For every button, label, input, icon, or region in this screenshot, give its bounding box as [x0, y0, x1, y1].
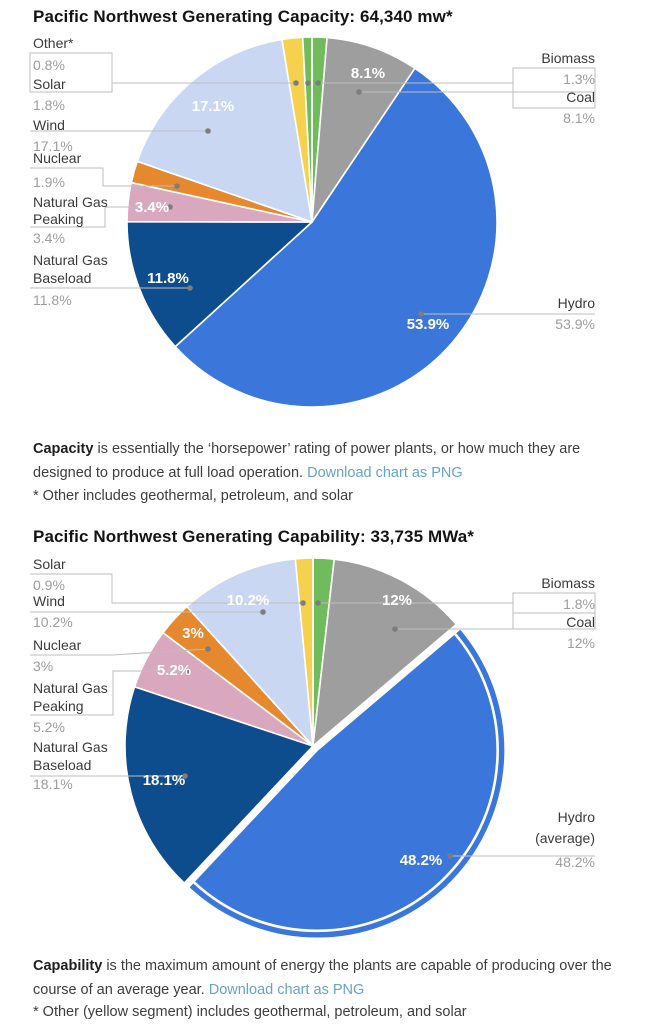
leader-dot — [185, 668, 191, 674]
slice-name-label-natural-gas-baseload: Baseload — [33, 757, 91, 773]
chart-title-capacity: Pacific Northwest Generating Capacity: 6… — [33, 7, 453, 26]
caption-capacity-text: is essentially the ‘horsepower’ rating o… — [33, 441, 581, 481]
leader-box — [512, 67, 596, 109]
slice-name-label-coal: Coal — [566, 614, 595, 630]
leader-dot — [418, 311, 424, 317]
slice-value-label-natural-gas-baseload: 11.8% — [147, 270, 189, 287]
caption-capacity: Capacity is essentially the ‘horsepower’… — [33, 438, 625, 485]
pie-slice-coal[interactable] — [311, 36, 416, 223]
slice-name-label-wind: Wind — [33, 117, 65, 133]
slice-name-label-biomass: Biomass — [541, 575, 595, 591]
leader-dot — [315, 600, 321, 606]
leader-dot — [205, 128, 211, 134]
slice-name-label-natural-gas-peaking: Natural Gas — [33, 680, 108, 696]
pie-slice-natural-gas-baseload[interactable] — [124, 685, 314, 884]
leader-box — [29, 52, 113, 93]
slice-pct-label-natural-gas-baseload: 11.8% — [33, 292, 72, 308]
slice-value-label-hydro: 53.9% — [407, 316, 450, 333]
leader-dot — [205, 646, 211, 652]
pie-slice-wind[interactable] — [136, 38, 313, 223]
slice-pct-label-solar: 1.8% — [33, 97, 65, 113]
leader-dot — [447, 853, 453, 859]
slice-name-label-nuclear: Nuclear — [33, 150, 82, 166]
slice-pct-label-coal: 12% — [567, 635, 595, 651]
slice-pct-label-biomass: 1.3% — [563, 71, 595, 87]
caption-capability-text: is the maximum amount of energy the plan… — [33, 958, 612, 998]
caption-capability: Capability is the maximum amount of ener… — [33, 955, 625, 1002]
slice-value-label-natural-gas-peaking: 3.4% — [135, 199, 169, 216]
footnote-capacity: * Other includes geothermal, petroleum, … — [33, 488, 353, 504]
slice-pct-label-hydro: 53.9% — [555, 316, 595, 332]
download-png-link-capacity[interactable]: Download chart as PNG — [307, 464, 463, 481]
slice-pct-label-coal: 8.1% — [563, 110, 595, 126]
slice-name-label-natural-gas-peaking: Natural Gas — [33, 194, 108, 210]
slice-pct-label-solar: 0.9% — [33, 577, 65, 593]
leader-dot — [167, 204, 173, 210]
slice-value-label-wind: 17.1% — [192, 98, 235, 115]
slice-value-label-wind: 10.2% — [227, 592, 270, 609]
download-png-link-capability[interactable]: Download chart as PNG — [208, 981, 365, 998]
pie-slice-coal[interactable] — [312, 558, 458, 747]
leader-dot — [187, 285, 193, 291]
pie-slice-hydro-average[interactable] — [187, 627, 506, 940]
slice-pct-label-natural-gas-peaking: 5.2% — [33, 719, 65, 735]
slice-name-label-coal: Coal — [566, 89, 595, 105]
slice-name-label-natural-gas-peaking: Peaking — [33, 698, 84, 714]
pulled-slice-inner-ring — [192, 632, 499, 933]
slice-pct-label-natural-gas-peaking: 3.4% — [33, 230, 65, 246]
slice-name-label-solar: Solar — [33, 76, 66, 92]
slice-name-label-natural-gas-baseload: Natural Gas — [33, 739, 108, 755]
slice-name-label-biomass: Biomass — [541, 50, 595, 66]
slice-name-label-solar: Solar — [33, 556, 66, 572]
leader-dot — [174, 183, 180, 189]
slice-value-label-hydro-average: 48.2% — [400, 852, 443, 869]
leader-dot — [260, 609, 266, 615]
slice-name-label-hydro: Hydro — [558, 295, 596, 311]
slice-name-label-natural-gas-peaking: Peaking — [33, 211, 84, 227]
leader-line — [30, 573, 303, 604]
slice-name-label-natural-gas-baseload: Baseload — [33, 270, 91, 286]
slice-value-label-coal: 12% — [382, 592, 412, 609]
slice-pct-label-nuclear: 1.9% — [33, 174, 65, 190]
leader-line — [30, 648, 209, 656]
leader-line — [30, 167, 177, 187]
pie-slice-hydro[interactable] — [174, 67, 498, 408]
slice-name-label-hydro-average: Hydro — [558, 809, 596, 825]
slice-value-label-natural-gas-baseload: 18.1% — [143, 772, 186, 789]
slice-pct-label-biomass: 1.8% — [563, 596, 595, 612]
caption-capability-lead: Capability — [33, 958, 103, 974]
footnote-capability: * Other (yellow segment) includes geothe… — [33, 1004, 467, 1020]
leader-line — [30, 206, 170, 228]
leader-dot — [300, 600, 306, 606]
chart-title-capability: Pacific Northwest Generating Capability:… — [33, 527, 475, 546]
leader-line — [30, 670, 188, 716]
slice-pct-label-hydro-average: 48.2% — [555, 854, 595, 870]
slice-pct-label-other: 0.8% — [33, 57, 65, 73]
slice-value-label-natural-gas-peaking: 5.2% — [157, 662, 191, 679]
leader-dot — [182, 773, 188, 779]
slice-value-label-coal: 8.1% — [351, 65, 385, 82]
slice-name-label-other: Other* — [33, 35, 74, 51]
leader-dot — [356, 89, 362, 95]
leader-dot — [293, 80, 299, 86]
slice-name-label-natural-gas-baseload: Natural Gas — [33, 252, 108, 268]
slice-pct-label-wind: 17.1% — [33, 138, 73, 154]
slice-name-label-hydro-average: (average) — [535, 830, 595, 846]
slice-name-label-wind: Wind — [33, 593, 65, 609]
caption-capacity-lead: Capacity — [33, 441, 94, 457]
slice-name-label-nuclear: Nuclear — [33, 637, 82, 653]
pie-slice-other-yellow-segment[interactable] — [294, 557, 314, 747]
leader-dot — [305, 80, 311, 86]
slice-pct-label-natural-gas-baseload: 18.1% — [33, 776, 73, 792]
leader-dot — [315, 80, 321, 86]
slice-value-label-nuclear: 3% — [182, 625, 204, 642]
slice-pct-label-nuclear: 3% — [33, 658, 53, 674]
leader-dot — [392, 626, 398, 632]
slice-pct-label-wind: 10.2% — [33, 614, 73, 630]
pie-slice-natural-gas-baseload[interactable] — [126, 220, 313, 348]
